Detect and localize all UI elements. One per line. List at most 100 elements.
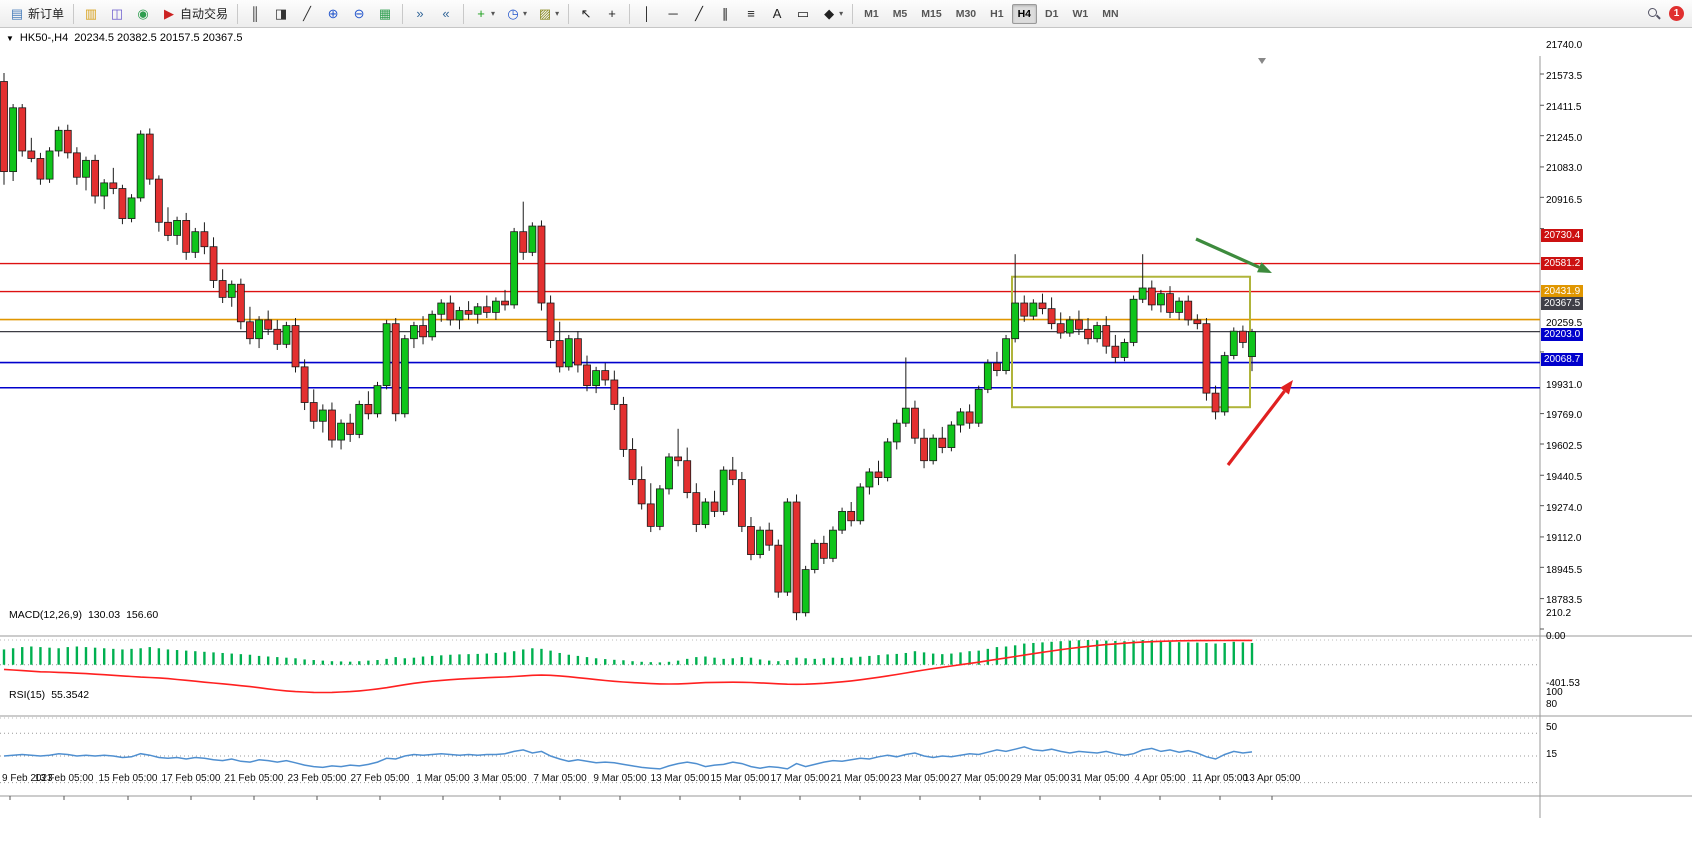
terminal-icon: ◫ bbox=[110, 5, 124, 21]
vertical-line-button[interactable]: │ bbox=[635, 2, 659, 26]
candle-body bbox=[546, 302, 555, 341]
timeframe-m30[interactable]: M30 bbox=[955, 7, 977, 20]
candle-body bbox=[1093, 325, 1102, 340]
search-icon bbox=[1647, 7, 1660, 20]
rectangle-annotation[interactable] bbox=[1011, 275, 1251, 409]
timeframe-d1[interactable]: D1 bbox=[1045, 7, 1059, 20]
timeframe-m5[interactable]: M5 bbox=[892, 7, 908, 20]
toolbar-separator bbox=[852, 3, 854, 24]
candle-body bbox=[54, 129, 63, 152]
candle-body bbox=[236, 283, 245, 323]
fibonacci-button[interactable]: ≡ bbox=[739, 2, 763, 26]
candle-body bbox=[464, 310, 473, 315]
fibonacci-icon: ≡ bbox=[747, 5, 755, 21]
candlestick-chart-button[interactable]: ◨ bbox=[269, 2, 293, 26]
chart-shift-button[interactable]: « bbox=[434, 2, 458, 26]
candle-body bbox=[601, 370, 610, 381]
trendline-button[interactable]: ╱ bbox=[687, 2, 711, 26]
candle-body bbox=[82, 159, 90, 178]
candle-body bbox=[892, 422, 901, 443]
zoom-out-button[interactable]: ⊖ bbox=[347, 2, 371, 26]
cursor-icon: ↖ bbox=[580, 5, 592, 21]
candle-body bbox=[1029, 302, 1038, 317]
channel-button[interactable]: ∥ bbox=[713, 2, 737, 26]
candle-body bbox=[1129, 298, 1138, 343]
notification-badge[interactable]: 1 bbox=[1669, 6, 1684, 21]
timeframe-m1[interactable]: M1 bbox=[864, 7, 879, 20]
macd-title: MACD(12,26,9) bbox=[9, 609, 82, 621]
arrow-head-icon bbox=[1257, 262, 1272, 273]
line-chart-button[interactable]: ╱ bbox=[295, 2, 319, 26]
indicators-button[interactable]: + ▾ bbox=[469, 2, 499, 26]
auto-trading-button-label: 自动交易 bbox=[180, 7, 229, 21]
periods-button[interactable]: ◷ ▾ bbox=[501, 2, 531, 26]
candle-body bbox=[437, 302, 446, 315]
arrows-button[interactable]: ◆ ▾ bbox=[817, 2, 847, 26]
candle-body bbox=[72, 152, 81, 178]
symbol-timeframe-label: HK50-,H4 bbox=[19, 32, 69, 44]
zoom-in-icon: ⊕ bbox=[327, 5, 339, 21]
indicators-icon: + bbox=[477, 5, 485, 21]
timeframe-mn[interactable]: MN bbox=[1102, 7, 1119, 20]
timeframe-m15[interactable]: M15 bbox=[921, 7, 942, 20]
arrow-annotation-1[interactable] bbox=[1195, 237, 1260, 269]
chart-window[interactable]: ▼ HK50-,H4 20234.5 20382.5 20157.5 20367… bbox=[0, 28, 1692, 853]
toolbar-separator bbox=[73, 3, 75, 24]
auto-trading-button[interactable]: ▶ 自动交易 bbox=[157, 2, 232, 26]
arrow-annotation-2[interactable] bbox=[1226, 390, 1286, 466]
templates-button[interactable]: ▨ ▾ bbox=[533, 2, 563, 26]
arrows-icon: ◆ bbox=[824, 5, 835, 21]
auto-scroll-button[interactable]: » bbox=[408, 2, 432, 26]
trendline-icon: ╱ bbox=[695, 5, 703, 21]
timeframe-h4[interactable]: H4 bbox=[1011, 3, 1038, 24]
candle-body bbox=[1147, 287, 1156, 306]
candlestick-chart-icon: ◨ bbox=[274, 5, 288, 21]
candle-body bbox=[0, 81, 8, 173]
candle-body bbox=[182, 220, 191, 253]
candle-body bbox=[264, 319, 273, 330]
timeframe-w1[interactable]: W1 bbox=[1072, 7, 1089, 20]
candle-body bbox=[455, 310, 464, 321]
auto-trading-icon: ▶ bbox=[164, 5, 175, 21]
candle-body bbox=[355, 403, 364, 435]
text-label-button[interactable]: ▭ bbox=[791, 2, 815, 26]
candle-body bbox=[473, 306, 482, 315]
strategy-tester-button[interactable]: ◉ bbox=[131, 2, 155, 26]
tile-windows-button[interactable]: ▦ bbox=[373, 2, 397, 26]
candle-body bbox=[164, 221, 172, 236]
new-order-button[interactable]: ▤ 新订单 bbox=[5, 2, 68, 26]
cursor-button[interactable]: ↖ bbox=[574, 2, 598, 26]
chart-shift-icon: « bbox=[442, 5, 450, 21]
bar-chart-button[interactable]: ║ bbox=[243, 2, 267, 26]
chart-shift-marker[interactable] bbox=[1258, 58, 1266, 64]
history-center-button[interactable]: ▥ bbox=[79, 2, 103, 26]
candle-body bbox=[929, 437, 938, 462]
zoom-in-button[interactable]: ⊕ bbox=[321, 2, 345, 26]
candle-body bbox=[492, 300, 500, 313]
horizontal-line-button[interactable]: ─ bbox=[661, 2, 685, 26]
candle-body bbox=[756, 529, 764, 555]
candle-body bbox=[1111, 345, 1120, 358]
candle-body bbox=[838, 510, 846, 531]
candle-body bbox=[710, 501, 719, 512]
candle-body bbox=[300, 366, 309, 403]
candle-body bbox=[747, 526, 755, 555]
candle-body bbox=[938, 437, 947, 448]
timeframe-h1[interactable]: H1 bbox=[990, 7, 1004, 20]
collapse-icon[interactable]: ▼ bbox=[6, 33, 14, 43]
candle-body bbox=[1038, 302, 1047, 310]
crosshair-button[interactable]: + bbox=[600, 2, 624, 26]
candle-body bbox=[519, 231, 528, 253]
text-button[interactable]: A bbox=[765, 2, 789, 26]
periods-icon: ◷ bbox=[507, 5, 519, 21]
candle-body bbox=[674, 456, 683, 462]
search-button[interactable] bbox=[1643, 2, 1664, 26]
terminal-button[interactable]: ◫ bbox=[105, 2, 129, 26]
candle-body bbox=[227, 283, 236, 298]
candle-body bbox=[27, 150, 36, 159]
toolbar-separator bbox=[402, 3, 404, 24]
auto-scroll-icon: » bbox=[416, 5, 424, 21]
candle-body bbox=[510, 231, 519, 306]
candle-body bbox=[974, 388, 983, 424]
candle-body bbox=[583, 364, 591, 387]
